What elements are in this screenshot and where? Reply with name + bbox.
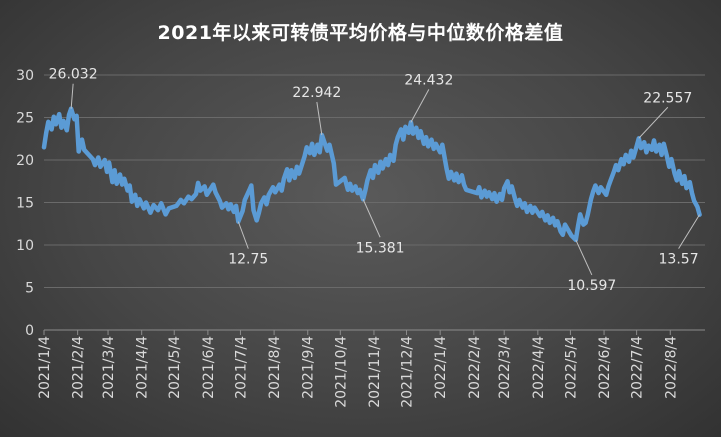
y-tick-label: 10	[16, 238, 34, 254]
annotation-leader	[316, 101, 323, 136]
x-tick-label: 2022/3/4	[497, 336, 513, 399]
x-tick-label: 2021/10/4	[333, 336, 349, 408]
y-tick-label: 20	[16, 153, 34, 169]
annotation-leader	[362, 199, 381, 238]
data-label: 12.75	[228, 252, 268, 268]
x-tick-label: 2022/7/4	[630, 336, 646, 399]
x-tick-label: 2021/7/4	[233, 336, 249, 399]
data-label: 24.432	[404, 72, 453, 88]
chart-title: 2021年以来可转债平均价格与中位数价格差值	[157, 22, 564, 44]
x-tick-label: 2021/4/4	[135, 336, 151, 399]
data-label: 26.032	[49, 67, 98, 83]
y-tick-label: 15	[16, 196, 34, 212]
data-label: 13.57	[659, 252, 699, 268]
x-tick-label: 2021/2/4	[71, 336, 87, 399]
x-tick-label: 2022/4/4	[531, 336, 547, 399]
x-tick-label: 2021/12/4	[400, 336, 416, 408]
data-label: 10.597	[567, 278, 616, 294]
x-tick-label: 2021/3/4	[101, 336, 117, 399]
x-tick-label: 2022/6/4	[597, 336, 613, 399]
data-label: 22.557	[643, 90, 692, 106]
y-tick-label: 25	[16, 111, 34, 127]
x-tick-label: 2022/8/4	[663, 336, 679, 399]
x-tick-label: 2021/8/4	[267, 336, 283, 399]
x-tick-label: 2021/6/4	[201, 336, 217, 399]
x-tick-label: 2022/1/4	[433, 336, 449, 399]
x-tick-label: 2021/11/4	[367, 336, 383, 408]
y-tick-label: 30	[16, 68, 34, 84]
x-tick-label: 2021/1/4	[37, 336, 53, 399]
x-tick-label: 2021/5/4	[167, 336, 183, 399]
data-label: 22.942	[292, 85, 341, 101]
x-tick-label: 2022/2/4	[467, 336, 483, 399]
annotation-leader	[575, 239, 593, 276]
series-line	[41, 106, 702, 243]
annotation-leader	[70, 83, 74, 109]
data-label: 15.381	[356, 240, 405, 256]
y-tick-label: 5	[25, 281, 34, 297]
x-tick-label: 2022/5/4	[563, 336, 579, 399]
x-tick-label: 2021/9/4	[301, 336, 317, 399]
y-tick-label: 0	[25, 323, 34, 339]
annotation-leader	[678, 214, 700, 249]
annotation-leader	[410, 89, 430, 123]
annotation-leader	[237, 221, 249, 249]
annotation-leader	[638, 106, 669, 139]
